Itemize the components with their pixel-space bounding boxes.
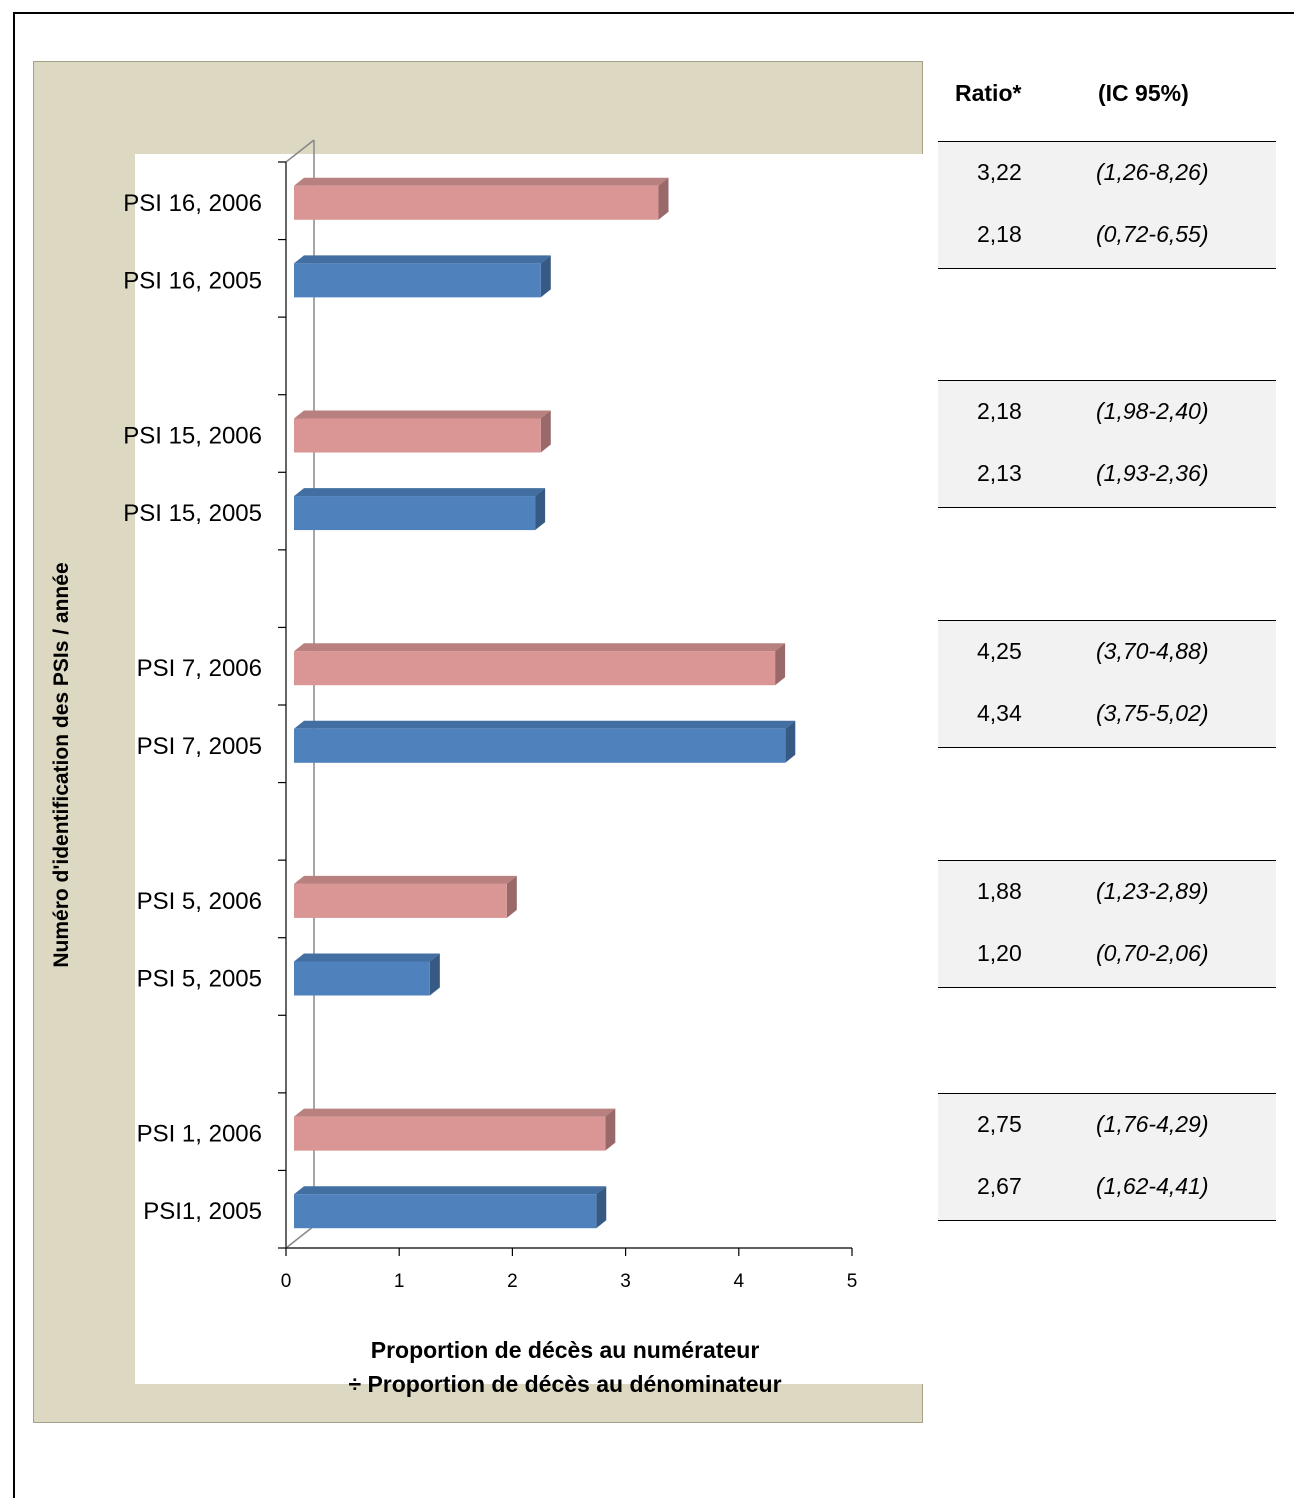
bar-side-face bbox=[605, 1108, 616, 1151]
ratio-value: 2,18 bbox=[977, 398, 1022, 424]
bar-side-face bbox=[540, 255, 551, 298]
ci-value: (1,76-4,29) bbox=[1096, 1111, 1209, 1137]
bar-chart: 0 1 2 3 4 5 PSI 16, 2006 PSI 16, 2005 PSI 15, 20… bbox=[123, 139, 858, 1292]
bar-top-face bbox=[294, 488, 546, 497]
x-axis-title: Proportion de décès au numérateur ÷ Prop… bbox=[260, 1333, 870, 1401]
bar-psi-15-2006 bbox=[294, 418, 541, 453]
ratio-row: 1,20 (0,70-2,06) bbox=[938, 923, 1276, 987]
ci-value: (1,62-4,41) bbox=[1096, 1173, 1209, 1199]
bar-top-face bbox=[294, 875, 517, 884]
bar-psi-5-2006 bbox=[294, 883, 507, 918]
ratio-row: 4,25 (3,70-4,88) bbox=[938, 621, 1276, 685]
ratio-row: 4,34 (3,75-5,02) bbox=[938, 683, 1276, 747]
x-tick-label: 4 bbox=[734, 1271, 745, 1292]
bar-top-face bbox=[294, 1108, 616, 1117]
y-category-label: PSI 5, 2005 bbox=[137, 966, 262, 993]
ci-value: (0,70-2,06) bbox=[1096, 940, 1209, 966]
y-category-label: PSI 15, 2005 bbox=[123, 500, 262, 527]
x-tick-label: 3 bbox=[620, 1271, 631, 1292]
plot-area bbox=[135, 154, 929, 1384]
ratio-group: 2,18 (1,98-2,40) 2,13 (1,93-2,36) bbox=[938, 380, 1276, 508]
ratio-row: 2,18 (1,98-2,40) bbox=[938, 381, 1276, 445]
bar-top-face bbox=[294, 177, 669, 186]
ratio-row: 2,75 (1,76-4,29) bbox=[938, 1094, 1276, 1158]
ci-value: (1,98-2,40) bbox=[1096, 398, 1209, 424]
y-category-label: PSI 15, 2006 bbox=[123, 423, 262, 450]
bar-top-face bbox=[294, 720, 796, 729]
x-tick-label: 5 bbox=[847, 1271, 858, 1292]
y-category-label: PSI 7, 2005 bbox=[137, 733, 262, 760]
bar-side-face bbox=[429, 953, 440, 996]
ratio-row: 2,67 (1,62-4,41) bbox=[938, 1156, 1276, 1220]
ci-value: (3,75-5,02) bbox=[1096, 700, 1209, 726]
x-axis-title-line-2: ÷ Proportion de décès au dénominateur bbox=[348, 1371, 782, 1397]
bar-top-face bbox=[294, 953, 440, 962]
x-tick-label: 0 bbox=[281, 1271, 292, 1292]
bar-side-face bbox=[658, 177, 669, 220]
ratio-group: 3,22 (1,26-8,26) 2,18 (0,72-6,55) bbox=[938, 141, 1276, 269]
bar-psi-15-2005 bbox=[294, 496, 536, 531]
bar-psi-16-2005 bbox=[294, 263, 541, 298]
ci-value: (1,26-8,26) bbox=[1096, 159, 1209, 185]
ratio-header: Ratio* bbox=[955, 80, 1022, 106]
ratio-group: 2,75 (1,76-4,29) 2,67 (1,62-4,41) bbox=[938, 1093, 1276, 1221]
ci-value: (0,72-6,55) bbox=[1096, 221, 1209, 247]
y-category-label: PSI 1, 2006 bbox=[137, 1121, 262, 1148]
bar-side-face bbox=[540, 410, 551, 453]
ratio-row: 3,22 (1,26-8,26) bbox=[938, 142, 1276, 206]
bar-top-face bbox=[294, 255, 551, 264]
ratio-table: Ratio* (IC 95%) 3,22 (1,26-8,26) 2,18 (0,72… bbox=[938, 0, 1276, 1300]
bar-top-face bbox=[294, 410, 551, 419]
y-axis-title-text: Numéro d'identification des PSIs / année bbox=[50, 562, 73, 968]
x-tick-label: 1 bbox=[394, 1271, 405, 1292]
ratio-value: 1,88 bbox=[977, 878, 1022, 904]
figure-frame bbox=[13, 12, 1294, 1498]
ratio-row: 2,13 (1,93-2,36) bbox=[938, 443, 1276, 507]
ratio-row: 1,88 (1,23-2,89) bbox=[938, 861, 1276, 925]
bar-side-face bbox=[506, 875, 517, 918]
bar-side-face bbox=[775, 643, 786, 686]
bar-psi-16-2006 bbox=[294, 185, 659, 220]
y-category-label: PSI 16, 2006 bbox=[123, 190, 262, 217]
ci-value: (3,70-4,88) bbox=[1096, 638, 1209, 664]
x-tick-label: 2 bbox=[507, 1271, 518, 1292]
ci-value: (1,23-2,89) bbox=[1096, 878, 1209, 904]
ratio-value: 2,13 bbox=[977, 460, 1022, 486]
ratio-value: 2,67 bbox=[977, 1173, 1022, 1199]
ratio-group: 1,88 (1,23-2,89) 1,20 (0,70-2,06) bbox=[938, 860, 1276, 988]
wall-edge-top bbox=[285, 139, 315, 163]
wall-edge-bottom bbox=[285, 1225, 315, 1249]
y-category-label: PSI 5, 2006 bbox=[137, 888, 262, 915]
bar-top-face bbox=[294, 1186, 607, 1195]
ratio-value: 2,18 bbox=[977, 221, 1022, 247]
bar-psi-7-2005 bbox=[294, 728, 786, 763]
bar-side-face bbox=[535, 488, 546, 531]
y-category-label: PSI1, 2005 bbox=[143, 1198, 262, 1225]
ratio-value: 3,22 bbox=[977, 159, 1022, 185]
ci-value: (1,93-2,36) bbox=[1096, 460, 1209, 486]
ratio-value: 4,25 bbox=[977, 638, 1022, 664]
ratio-value: 4,34 bbox=[977, 700, 1022, 726]
ratio-value: 1,20 bbox=[977, 940, 1022, 966]
bar-psi1-2005 bbox=[294, 1194, 597, 1229]
bar-psi-7-2006 bbox=[294, 651, 776, 686]
x-axis-title-line-1: Proportion de décès au numérateur bbox=[370, 1337, 760, 1363]
ratio-row: 2,18 (0,72-6,55) bbox=[938, 204, 1276, 268]
ci-header: (IC 95%) bbox=[1098, 80, 1189, 106]
y-category-label: PSI 7, 2006 bbox=[137, 655, 262, 682]
bar-side-face bbox=[785, 720, 796, 763]
bar-psi-5-2005 bbox=[294, 961, 430, 996]
ratio-group: 4,25 (3,70-4,88) 4,34 (3,75-5,02) bbox=[938, 620, 1276, 748]
bar-top-face bbox=[294, 643, 786, 652]
bar-side-face bbox=[596, 1186, 607, 1229]
ratio-value: 2,75 bbox=[977, 1111, 1022, 1137]
bar-psi-1-2006 bbox=[294, 1116, 606, 1151]
y-category-label: PSI 16, 2005 bbox=[123, 267, 262, 294]
